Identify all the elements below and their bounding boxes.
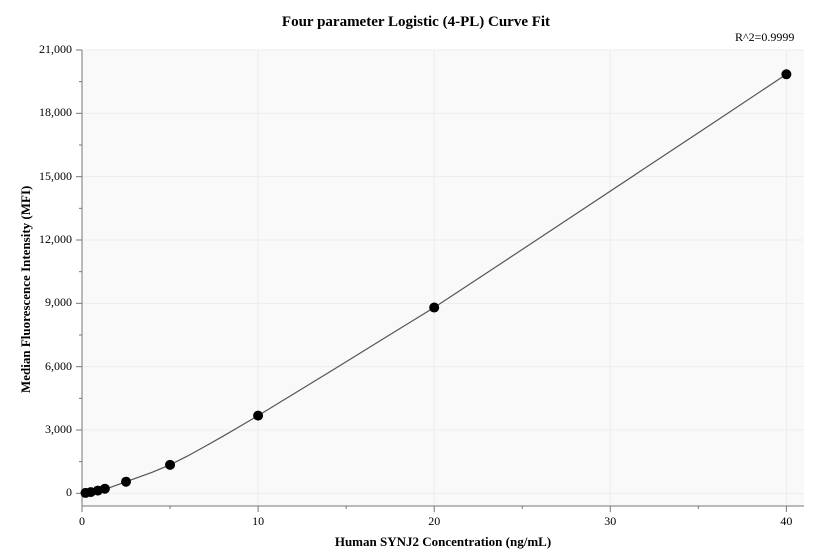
chart-container: Four parameter Logistic (4-PL) Curve Fit… [0, 0, 832, 560]
x-tick-label: 10 [243, 514, 273, 529]
y-axis-label: Median Fluorescence Intensity (MFI) [18, 0, 34, 393]
data-point [122, 477, 131, 486]
data-point [430, 303, 439, 312]
y-tick-label: 12,000 [39, 232, 72, 247]
x-axis-label: Human SYNJ2 Concentration (ng/mL) [82, 534, 804, 550]
x-tick-label: 40 [771, 514, 801, 529]
data-point [166, 460, 175, 469]
y-tick-label: 3,000 [45, 422, 72, 437]
y-tick-label: 6,000 [45, 359, 72, 374]
data-point [782, 70, 791, 79]
chart-svg [0, 0, 832, 560]
x-tick-label: 0 [67, 514, 97, 529]
y-tick-label: 18,000 [39, 105, 72, 120]
y-tick-label: 0 [66, 485, 72, 500]
r-squared-annotation: R^2=0.9999 [714, 30, 794, 45]
y-tick-label: 9,000 [45, 295, 72, 310]
data-point [254, 411, 263, 420]
y-tick-label: 15,000 [39, 169, 72, 184]
x-tick-label: 30 [595, 514, 625, 529]
data-point [100, 484, 109, 493]
y-tick-label: 21,000 [39, 42, 72, 57]
x-tick-label: 20 [419, 514, 449, 529]
